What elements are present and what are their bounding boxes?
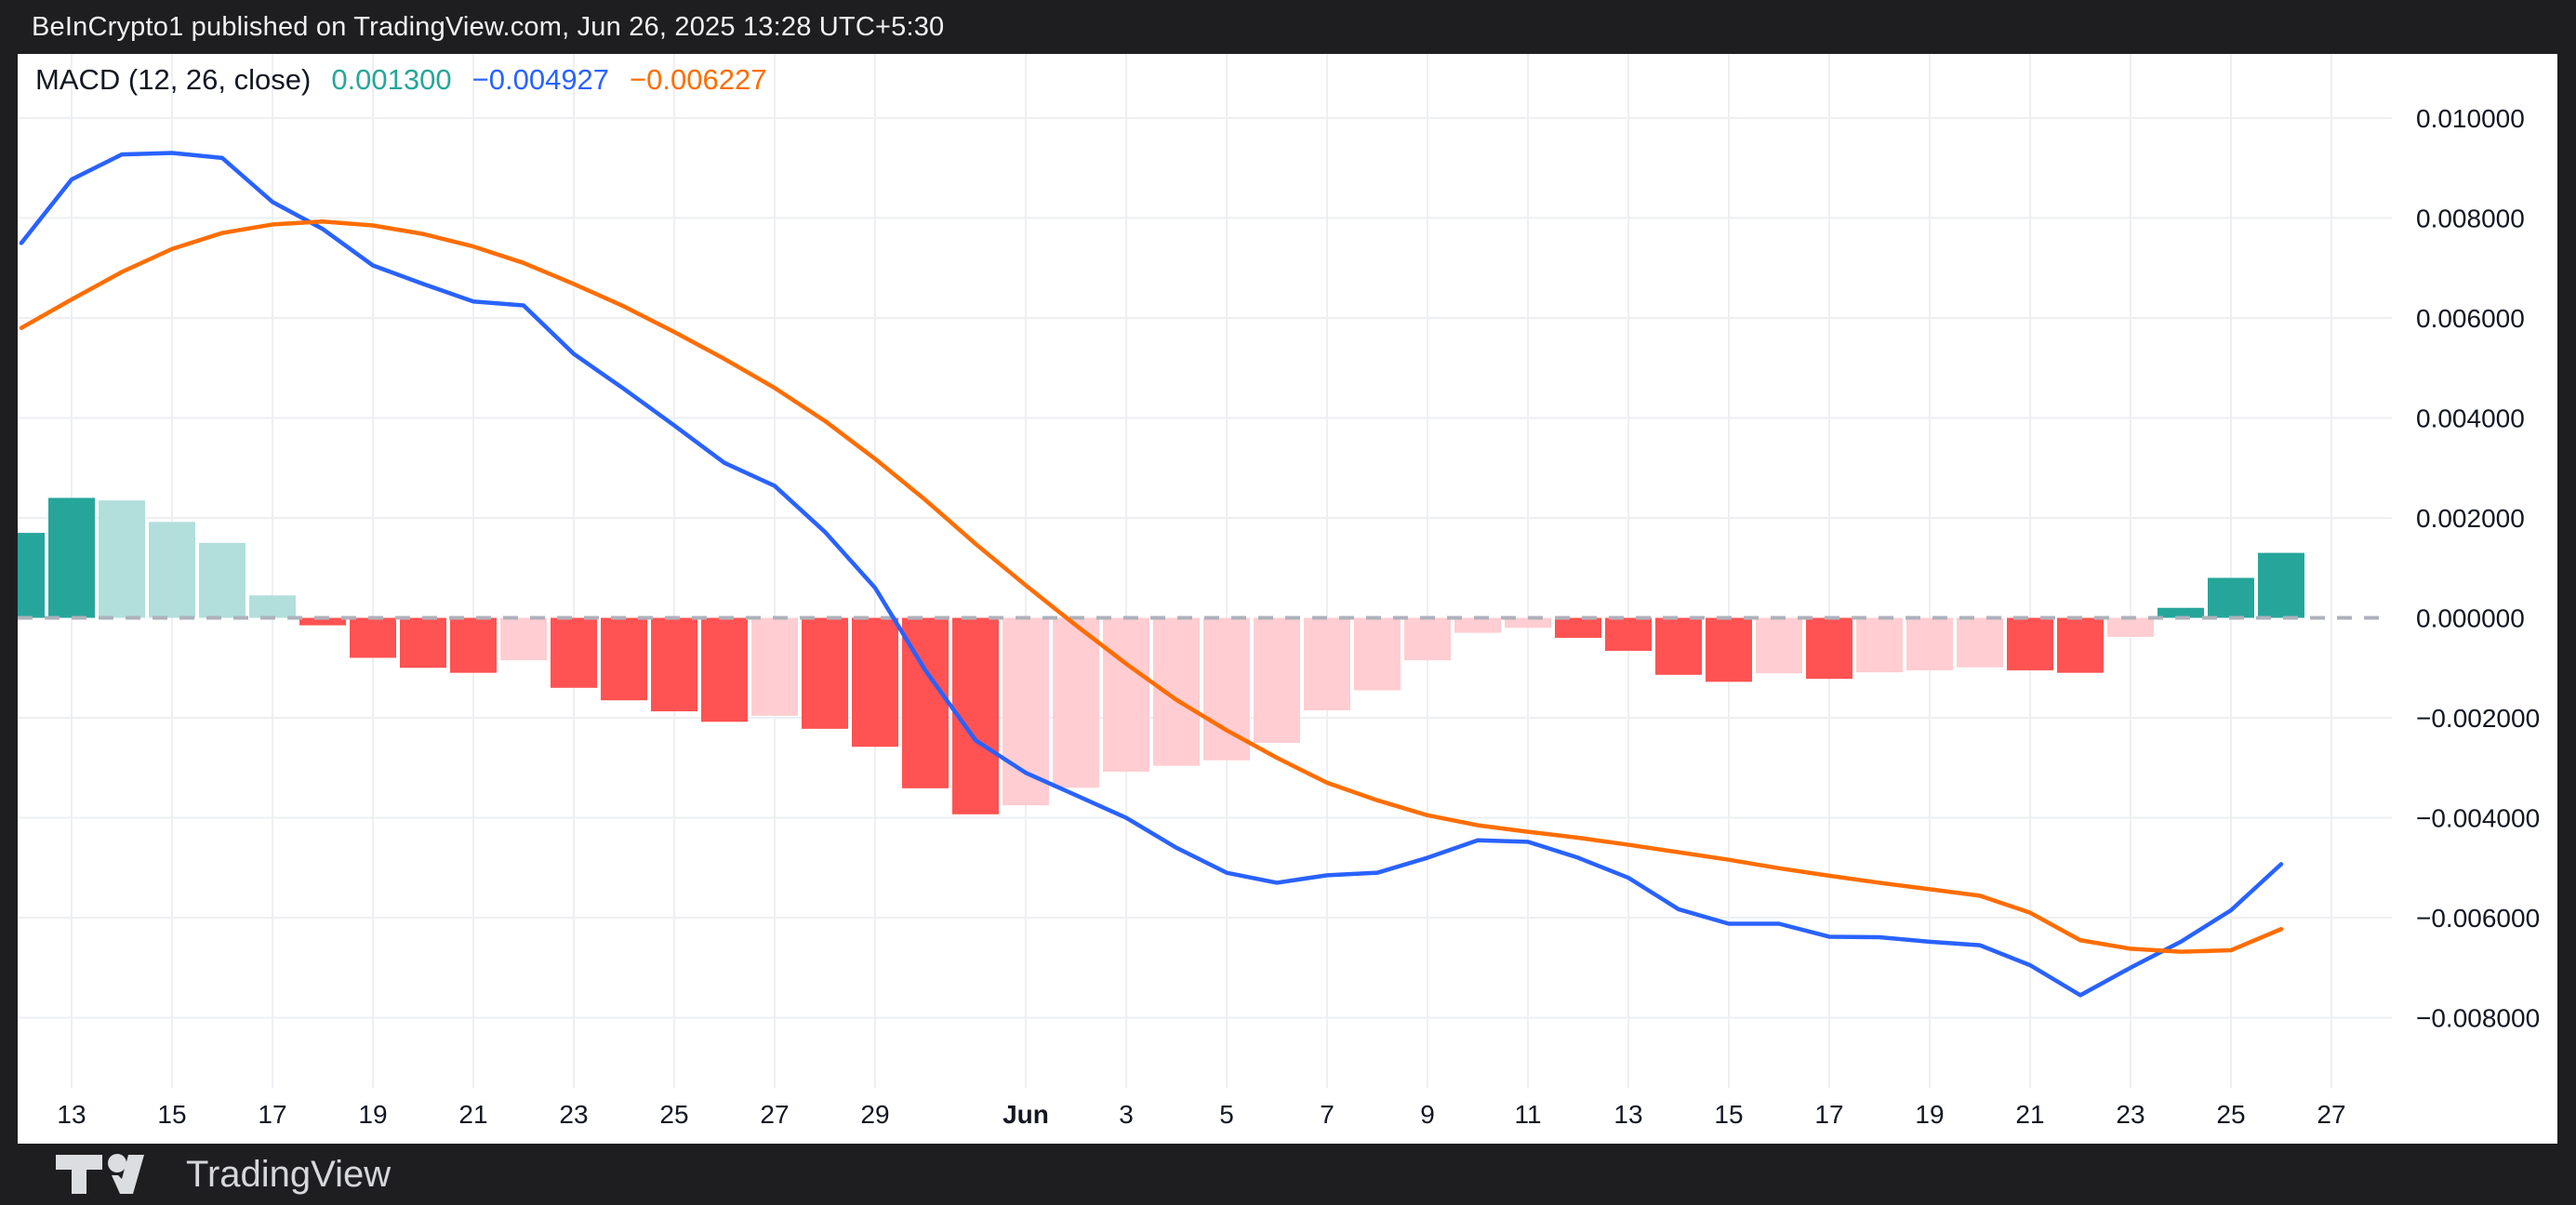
signal-value: −0.006227 [630,63,767,96]
histogram-bar [2107,617,2154,637]
indicator-header: MACD (12, 26, close) 0.001300 −0.004927 … [35,63,766,97]
x-tick-label: 25 [2216,1100,2245,1129]
x-tick-label: 3 [1119,1100,1134,1129]
x-tick-label: 7 [1320,1100,1334,1129]
histogram-bar [249,595,296,618]
histogram-bar [450,617,497,673]
y-tick-label: 0.006000 [2416,304,2525,333]
x-tick-label: 23 [559,1100,588,1129]
tradingview-brand-text[interactable]: TradingView [186,1153,392,1195]
histogram-value: 0.001300 [331,63,452,96]
signal-line [19,218,2284,954]
histogram-bar [2007,617,2053,670]
histogram-bar [1555,617,1601,639]
histogram-bar [1153,617,1200,766]
x-tick-label: 21 [458,1100,487,1129]
y-tick-label: 0.008000 [2416,204,2525,232]
left-border [0,54,18,1144]
histogram-bar [1806,617,1852,680]
histogram-bar [350,617,396,658]
x-tick-label: Jun [1003,1100,1049,1129]
histogram-bar [1655,617,1702,675]
x-tick-label: 25 [659,1100,688,1129]
histogram-bar [1756,617,1802,674]
y-tick-label: 0.004000 [2416,404,2525,432]
histogram-bar [2158,607,2204,618]
histogram-bar [500,617,547,661]
histogram-bar [1003,617,1049,806]
x-tick-label: 19 [358,1100,387,1129]
x-tick-label: 5 [1219,1100,1234,1129]
histogram-bar [852,617,898,748]
x-tick-label: 9 [1420,1100,1435,1129]
indicator-title: MACD (12, 26, close) [35,63,312,96]
macd-line [19,151,2284,998]
histogram-bar [651,617,697,712]
histogram-bar [551,617,597,688]
macd-value: −0.004927 [471,63,610,96]
histogram-bar [1454,617,1501,633]
x-tick-label: 13 [1613,1100,1642,1129]
y-tick-label: 0.010000 [2416,104,2525,133]
x-tick-label: 27 [760,1100,789,1129]
x-tick-label: 29 [860,1100,889,1129]
histogram-bar [299,617,346,626]
histogram-bar [2258,552,2304,618]
x-tick-label: 19 [1915,1100,1944,1129]
histogram-bar [1505,617,1551,629]
y-tick-label: −0.008000 [2416,1004,2540,1033]
histogram-bar [400,617,446,669]
histogram-bar [1906,617,1953,670]
histogram-bar [1856,617,1903,673]
y-tick-label: −0.002000 [2416,704,2540,733]
x-tick-label: 27 [2317,1100,2345,1129]
histogram-bar [1706,617,1752,682]
x-tick-label: 13 [57,1100,86,1129]
x-tick-label: 23 [2116,1100,2144,1129]
histogram-bar [802,617,848,729]
histogram-bar [1053,617,1099,788]
histogram-bar [701,617,748,722]
histogram-bar [1304,617,1350,710]
histogram-bar [1404,617,1451,661]
tradingview-logo-icon[interactable] [54,1153,162,1196]
x-tick-label: 21 [2015,1100,2044,1129]
right-border [2557,54,2576,1144]
histogram-bar [149,522,195,618]
histogram-bar [199,542,246,618]
x-tick-label: 11 [1514,1100,1541,1129]
x-tick-label: 17 [1814,1100,1843,1129]
histogram-bar [2057,617,2104,673]
histogram-bar [99,500,145,618]
histogram-bar [2208,577,2254,618]
x-tick-label: 15 [157,1100,186,1129]
y-tick-label: 0.002000 [2416,504,2525,533]
histogram-bar [1254,617,1300,743]
y-tick-label: 0.000000 [2416,604,2525,633]
footer-bar: TradingView [0,1144,2576,1205]
histogram-bar [1957,617,2003,668]
histogram-bar [751,617,798,716]
attribution-text: BeInCrypto1 published on TradingView.com… [32,11,945,42]
attribution-bar: BeInCrypto1 published on TradingView.com… [0,0,2576,54]
histogram-bar [601,617,647,701]
histogram-bar [1354,617,1401,691]
histogram-bar [48,497,95,618]
histogram-bar [1605,617,1652,651]
y-tick-label: −0.004000 [2416,804,2540,833]
histogram-bar [1103,617,1149,773]
x-tick-label: 15 [1714,1100,1743,1129]
y-tick-label: −0.006000 [2416,904,2540,933]
x-tick-label: 17 [258,1100,286,1129]
